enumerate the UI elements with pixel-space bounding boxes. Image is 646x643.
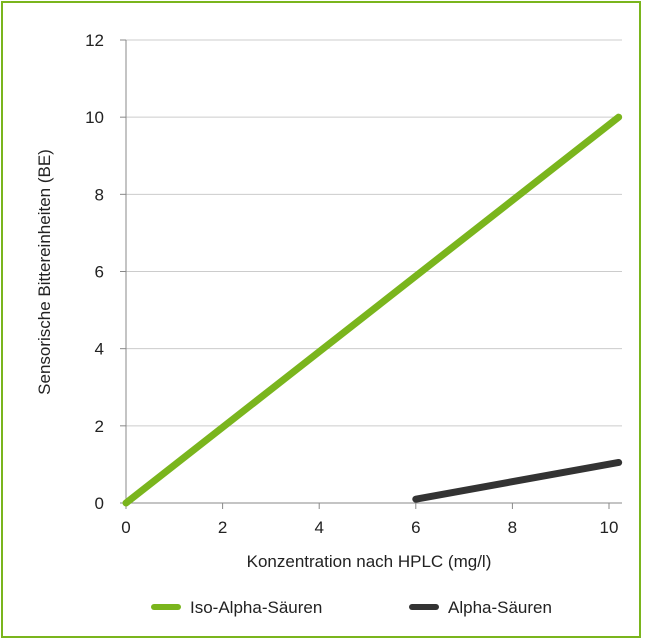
y-tick-label: 12 <box>85 31 104 50</box>
y-tick-label: 2 <box>95 417 104 436</box>
legend: Iso-Alpha-Säuren Alpha-Säuren <box>151 598 552 617</box>
series-lines <box>122 113 623 507</box>
legend-label-iso-alpha: Iso-Alpha-Säuren <box>190 598 322 617</box>
legend-label-alpha: Alpha-Säuren <box>448 598 552 617</box>
y-tick-label: 0 <box>95 494 104 513</box>
y-tick-label: 6 <box>95 263 104 282</box>
x-tick-label: 6 <box>411 518 420 537</box>
x-tick-label: 10 <box>600 518 619 537</box>
series-line-1 <box>412 458 623 503</box>
x-axis-title: Konzentration nach HPLC (mg/l) <box>247 552 492 571</box>
y-tick-label: 4 <box>95 340 104 359</box>
x-tick-label: 8 <box>508 518 517 537</box>
x-tick-label: 4 <box>314 518 323 537</box>
series-line-0 <box>122 113 623 507</box>
x-tick-label: 2 <box>218 518 227 537</box>
y-tick-labels: 0 2 4 6 8 10 12 <box>85 31 104 513</box>
x-tick-labels: 0 2 4 6 8 10 <box>121 518 618 537</box>
x-tick-label: 0 <box>121 518 130 537</box>
gridlines <box>120 39 622 509</box>
y-tick-label: 10 <box>85 108 104 127</box>
y-axis-title: Sensorische Bittereinheiten (BE) <box>35 149 54 395</box>
y-tick-label: 8 <box>95 185 104 204</box>
